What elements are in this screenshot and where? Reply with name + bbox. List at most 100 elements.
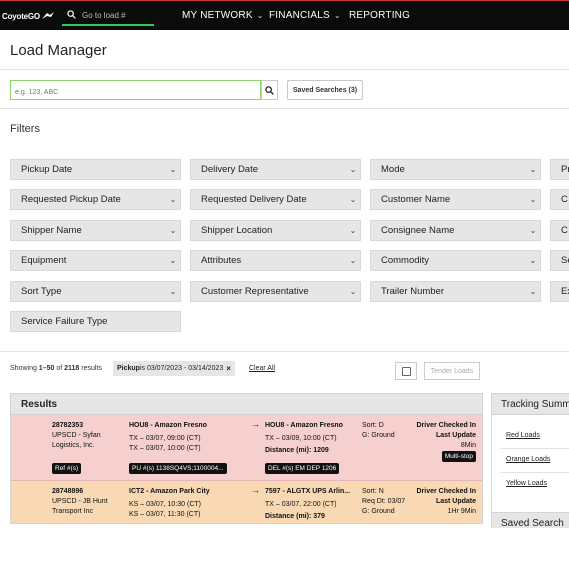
req-date-value: Req Dt: 03/07 [362,498,406,505]
nav-my-network-label: MY NETWORK [182,10,253,21]
filter-label: Customer Representative [201,286,309,297]
destination-name: 7597 - ALGTX UPS Arlin... [265,488,351,495]
filter-delivery-date[interactable]: Delivery Date ⌄ [190,159,361,180]
filter-consignee-name[interactable]: Consignee Name ⌄ [370,220,541,241]
load-search-input[interactable] [11,83,260,102]
pu-badge: PU #(s) 1138SQ4VS;1100004... [129,463,227,474]
divider [500,472,569,473]
filter-truncated[interactable]: Se [550,250,569,271]
page-bottom [491,528,569,569]
filter-requested-pickup-date[interactable]: Requested Pickup Date ⌄ [10,189,181,210]
chevron-down-icon: ⌄ [349,165,357,174]
red-loads-link[interactable]: Red Loads [506,432,540,439]
origin-line1: TX – 03/07, 09:00 (CT) [129,435,201,442]
filter-label: Pr [561,164,569,175]
chevron-down-icon: ⌄ [529,195,537,204]
carrier-line2: Logistics, Inc. [52,442,95,449]
last-update-value: 8Min [460,442,476,449]
filter-label: Requested Delivery Date [201,194,307,205]
filter-customer-representative[interactable]: Customer Representative ⌄ [190,281,361,302]
destination-name: HOU8 - Amazon Fresno [265,422,343,429]
logo-text: CoyoteGO [2,11,40,21]
go-to-load-search[interactable] [62,4,154,26]
filter-shipper-name[interactable]: Shipper Name ⌄ [10,220,181,241]
tracking-summary-title: Tracking Summ [492,394,569,415]
divider [0,108,569,109]
carrier-line1: UPSCD - JB Hunt [52,498,108,505]
filter-pickup-date[interactable]: Pickup Date ⌄ [10,159,181,180]
load-id[interactable]: 28782353 [52,422,84,429]
load-id[interactable]: 28748896 [52,488,84,495]
nav-financials[interactable]: FINANCIALS ⌄ [269,10,341,21]
nav-reporting[interactable]: REPORTING [349,10,410,21]
last-update-label: Last Update [435,432,476,439]
filter-trailer-number[interactable]: Trailer Number ⌄ [370,281,541,302]
chip-key: Pickup [117,365,140,372]
filter-label: Attributes [201,255,242,266]
results-panel: Results 28782353 UPSCD - Syfan Logistics… [10,393,483,524]
table-row[interactable]: 28748896 UPSCD - JB Hunt Transport Inc I… [11,481,482,523]
origin-line2: TX – 03/07, 10:00 (CT) [129,445,201,452]
filter-truncated[interactable]: Pr [550,159,569,180]
origin-line1: KS – 03/07, 10:30 (CT) [129,501,201,508]
logo[interactable]: CoyoteGO [2,7,55,25]
filter-commodity[interactable]: Commodity ⌄ [370,250,541,271]
clear-all-link[interactable]: Clear All [249,365,276,372]
filter-customer-name[interactable]: Customer Name ⌄ [370,189,541,210]
chevron-down-icon: ⌄ [333,11,341,20]
chevron-down-icon: ⌄ [529,165,537,174]
filter-service-failure-type[interactable]: Service Failure Type [10,311,181,332]
filter-mode[interactable]: Mode ⌄ [370,159,541,180]
distance: Distance (mi): 379 [265,512,325,522]
filter-equipment[interactable]: Equipment ⌄ [10,250,181,271]
sort-value: Sort: N [362,488,384,495]
chevron-down-icon: ⌄ [349,226,357,235]
filter-truncated[interactable]: Ex [550,281,569,302]
go-to-load-input[interactable] [82,8,152,22]
page-title: Load Manager [10,42,107,59]
filter-truncated[interactable]: C [550,220,569,241]
sort-value: Sort: D [362,422,384,429]
filter-label: C [561,225,568,236]
page-bottom [0,524,491,569]
filter-label: C [561,194,568,205]
status-label: Driver Checked In [416,422,476,429]
select-all-checkbox[interactable] [395,362,417,380]
showing-total: 2118 [64,365,80,372]
del-badge: DEL #(s) EM DEP 1206 [265,463,340,474]
showing-range: 1–50 [38,365,55,372]
tender-loads-button[interactable]: Tender Loads [424,362,480,380]
nav-financials-label: FINANCIALS [269,10,330,21]
filter-sort-type[interactable]: Sort Type ⌄ [10,281,181,302]
close-icon[interactable]: × [226,364,231,373]
chevron-down-icon: ⌄ [256,11,264,20]
filter-attributes[interactable]: Attributes ⌄ [190,250,361,271]
filter-shipper-location[interactable]: Shipper Location ⌄ [190,220,361,241]
chevron-down-icon: ⌄ [169,287,177,296]
saved-searches-button[interactable]: Saved Searches (3) [287,80,363,100]
table-row[interactable]: 28782353 UPSCD - Syfan Logistics, Inc. R… [11,415,482,481]
filter-label: Ex [561,286,569,297]
chevron-down-icon: ⌄ [169,226,177,235]
carrier-line1: UPSCD - Syfan [52,432,101,439]
nav-my-network[interactable]: MY NETWORK ⌄ [182,10,264,21]
divider [0,69,569,70]
filter-label: Customer Name [381,194,451,205]
filter-requested-delivery-date[interactable]: Requested Delivery Date ⌄ [190,189,361,210]
chevron-down-icon: ⌄ [529,287,537,296]
chevron-down-icon: ⌄ [529,256,537,265]
filter-label: Se [561,255,569,266]
yellow-loads-link[interactable]: Yellow Loads [506,480,547,487]
search-icon [265,85,274,95]
filter-label: Service Failure Type [21,316,108,327]
load-search-box[interactable] [10,80,261,102]
orange-loads-link[interactable]: Orange Loads [506,456,551,463]
filter-label: Shipper Location [201,225,273,236]
filter-label: Pickup Date [21,164,73,175]
arrow-right-icon: → [251,485,260,495]
filter-label: Sort Type [21,286,62,297]
search-button[interactable] [261,80,278,100]
filter-label: Equipment [21,255,67,266]
filter-truncated[interactable]: C [550,189,569,210]
tracking-summary-panel: Tracking Summ Red Loads Orange Loads Yel… [491,393,569,524]
